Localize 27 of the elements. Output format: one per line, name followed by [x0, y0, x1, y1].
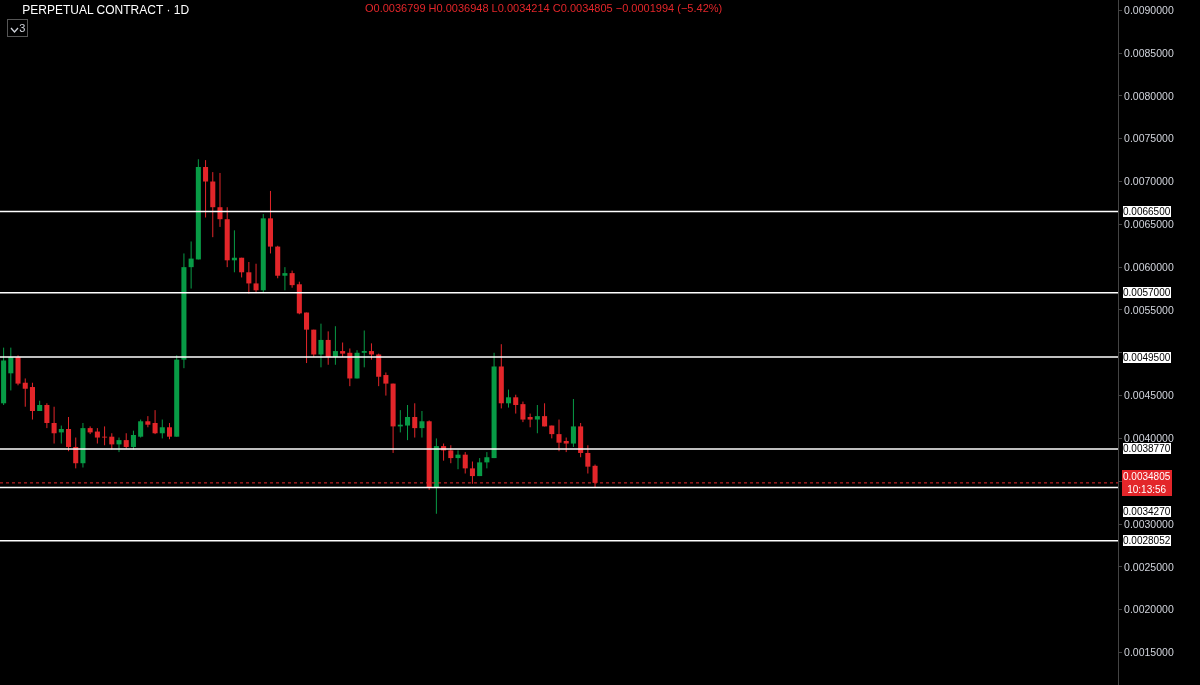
y-tick-label: 0.0055000 — [1124, 303, 1174, 316]
y-tick-label: 0.0085000 — [1124, 46, 1174, 59]
y-tick-label: 0.0015000 — [1124, 646, 1174, 659]
ref-line-label: 0.0066500 — [1123, 206, 1171, 217]
y-tick-label: 0.0065000 — [1124, 218, 1174, 231]
annotation: 3 — [10, 22, 26, 34]
y-tick-label: 0.0045000 — [1124, 389, 1174, 402]
chart-title: PERPETUAL CONTRACT · 1D — [22, 2, 190, 17]
ref-line-label: 0.0028052 — [1123, 535, 1171, 546]
y-tick-label: 0.0075000 — [1124, 132, 1174, 145]
annotation: O0.0036799 H0.0036948 L0.0034214 C0.0034805 −0.0001994 (−5.42%) — [365, 2, 723, 14]
ref-line-label: 0.0038770 — [1123, 443, 1171, 454]
y-tick-label: 0.0020000 — [1124, 603, 1174, 616]
ref-line-label: 0.0034805 10:13:56 — [1123, 471, 1171, 495]
y-tick-label: 0.0070000 — [1124, 175, 1174, 188]
ref-line-label: 0.0057000 — [1123, 287, 1171, 298]
y-tick-label: 0.0060000 — [1124, 260, 1174, 273]
candlestick — [527, 413, 533, 428]
ref-line-label: 0.0034270 — [1123, 506, 1171, 517]
y-tick-label: 0.0025000 — [1124, 560, 1174, 573]
candlestick — [102, 425, 108, 446]
ref-line-label: 0.0049500 — [1123, 352, 1171, 363]
y-tick-label: 0.0080000 — [1124, 89, 1174, 102]
y-tick-label: 0.0090000 — [1124, 3, 1174, 16]
candlestick — [534, 404, 540, 434]
y-tick-label: 0.0030000 — [1124, 517, 1174, 530]
y-tick-label: 0.0040000 — [1124, 432, 1174, 445]
